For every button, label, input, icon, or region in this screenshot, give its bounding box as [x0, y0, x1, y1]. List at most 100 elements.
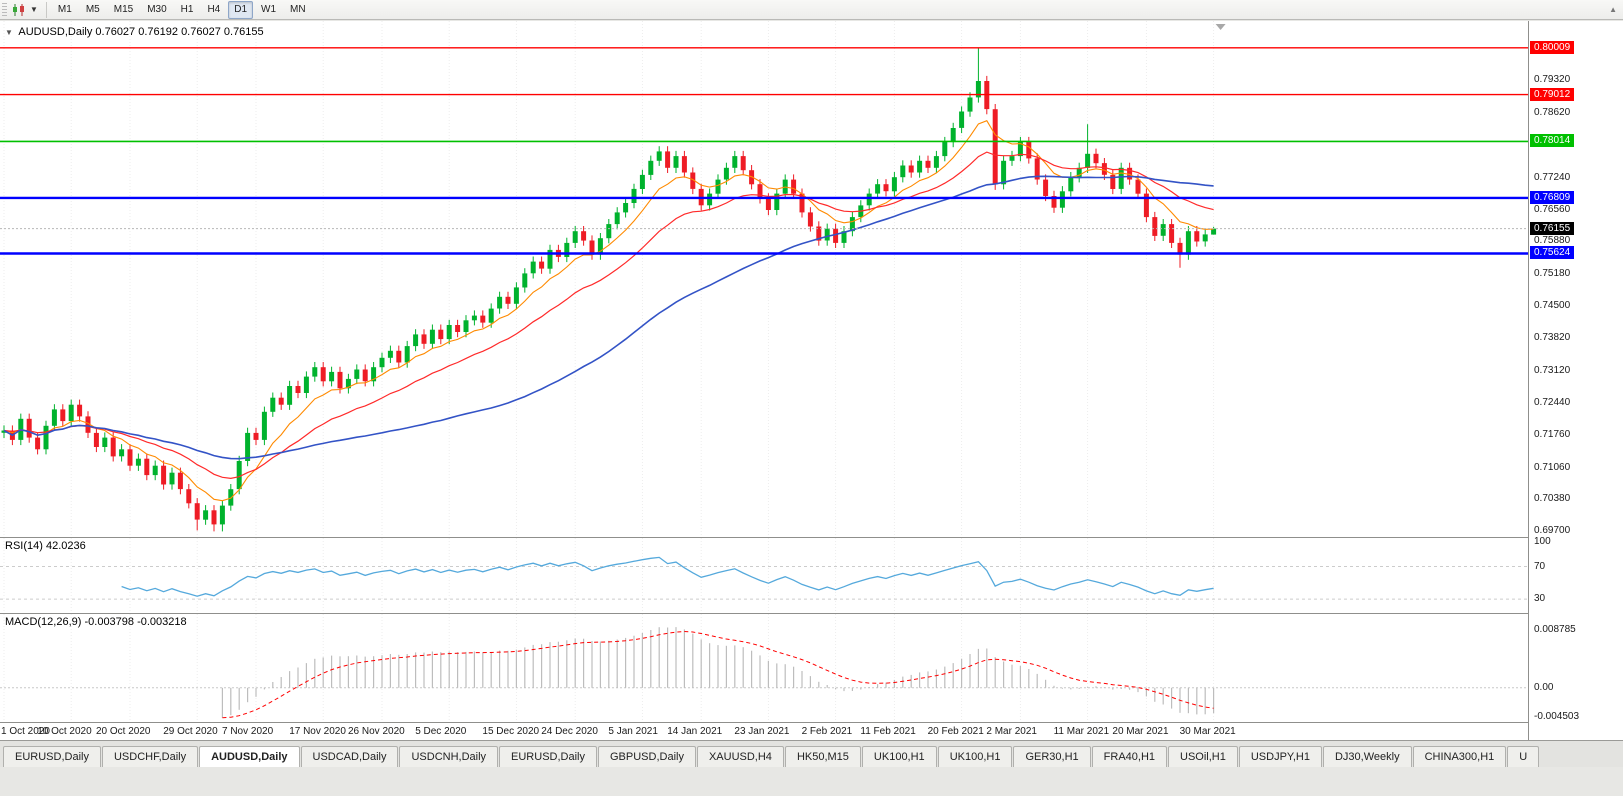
chart-type-caret-icon[interactable]: ▼ — [30, 5, 38, 14]
timeframe-button-m15[interactable]: M15 — [113, 3, 134, 15]
price-tick: 0.79320 — [1534, 74, 1571, 86]
chart-tab-uk100-h1[interactable]: UK100,H1 — [861, 746, 937, 767]
timeframe-button-d1[interactable]: D1 — [228, 0, 254, 19]
rsi-tick: 100 — [1534, 536, 1551, 548]
timeframe-button-h1[interactable]: H1 — [180, 3, 194, 15]
date-label: 11 Mar 2021 — [1053, 726, 1109, 737]
date-label: 23 Jan 2021 — [734, 726, 790, 737]
macd-tick: -0.004503 — [1534, 711, 1580, 723]
toolbar-separator — [45, 1, 47, 18]
macd-signal-value: -0.003218 — [137, 616, 187, 628]
chart-tab-bar: EURUSD,Daily USDCHF,Daily AUDUSD,Daily USDC… — [0, 740, 1623, 767]
chart-tab-eurusd-daily[interactable]: EURUSD,Daily — [499, 746, 597, 767]
hline-price-label: 0.75624 — [1530, 246, 1575, 260]
date-label: 17 Nov 2020 — [289, 726, 346, 737]
ohlc-close: 0.76155 — [223, 26, 264, 38]
chart-symbol-label: AUDUSD,Daily — [18, 26, 93, 38]
timeframe-button-m30[interactable]: M30 — [147, 3, 167, 15]
chart-collapse-icon[interactable]: ▼ — [5, 28, 13, 37]
chart-tab-xauusd-h4[interactable]: XAUUSD,H4 — [696, 746, 784, 767]
chart-tab-usdcad-daily[interactable]: USDCAD,Daily — [300, 746, 399, 767]
timeframe-button-m5[interactable]: M5 — [85, 3, 100, 15]
price-tick: 0.73820 — [1534, 332, 1571, 344]
rsi-tick: 30 — [1534, 593, 1546, 605]
toolbar-overflow-icon[interactable]: ▲ — [1609, 5, 1617, 14]
timeframe-button-m1[interactable]: M1 — [57, 3, 72, 15]
chart-tab-u[interactable]: U — [1507, 746, 1540, 767]
chart-tab-hk50-m15[interactable]: HK50,M15 — [784, 746, 861, 767]
timeframe-toolbar: ▼ M1 M5 M15 M30 H1 H4 D1 W1 MN ▲ — [0, 0, 1623, 20]
chart-tab-usdjpy-h1[interactable]: USDJPY,H1 — [1238, 746, 1322, 767]
chart-title: ▼ AUDUSD,Daily 0.76027 0.76192 0.76027 0… — [5, 26, 264, 38]
timeframe-button-w1[interactable]: W1 — [261, 3, 277, 15]
date-label: 24 Dec 2020 — [541, 726, 598, 737]
price-tick: 0.71760 — [1534, 428, 1571, 440]
date-label: 15 Dec 2020 — [482, 726, 540, 737]
macd-name: MACD(12,26,9) — [5, 616, 82, 628]
price-tick: 0.75880 — [1534, 235, 1571, 247]
rsi-name: RSI(14) — [5, 540, 43, 552]
date-label: 30 Mar 2021 — [1179, 726, 1236, 737]
price-tick: 0.77240 — [1534, 171, 1571, 183]
chart-type-icon[interactable] — [12, 3, 27, 16]
macd-splitter[interactable] — [0, 613, 1623, 614]
hline-price-label: 0.76809 — [1530, 190, 1575, 204]
date-label: 1 Oct 2020 — [1, 726, 50, 737]
chart-tab-fra40-h1[interactable]: FRA40,H1 — [1091, 746, 1168, 767]
rsi-value: 42.0236 — [45, 540, 86, 552]
date-axis[interactable]: 1 Oct 2020 10 Oct 2020 20 Oct 2020 29 Oct 2… — [0, 723, 1528, 740]
price-tick: 0.70380 — [1534, 493, 1571, 505]
macd-tick: 0.00 — [1534, 681, 1554, 693]
macd-label: MACD(12,26,9) -0.003798 -0.003218 — [5, 616, 187, 628]
hline-price-label: 0.80009 — [1530, 40, 1575, 54]
rsi-tick: 70 — [1534, 560, 1546, 572]
chart-tab-usdcnh-daily[interactable]: USDCNH,Daily — [399, 746, 499, 767]
chart-tab-usdchf-daily[interactable]: USDCHF,Daily — [101, 746, 199, 767]
macd-main-value: -0.003798 — [84, 616, 135, 628]
chart-tab-usoil-h1[interactable]: USOil,H1 — [1168, 746, 1238, 767]
chart-tab-eurusd-daily[interactable]: EURUSD,Daily — [3, 746, 101, 767]
chart-tab-dj30-weekly[interactable]: DJ30,Weekly — [1322, 746, 1412, 767]
date-label: 2 Feb 2021 — [801, 726, 853, 737]
chart-tab-gbpusd-daily[interactable]: GBPUSD,Daily — [598, 746, 696, 767]
date-label: 7 Nov 2020 — [222, 726, 274, 737]
date-label: 11 Feb 2021 — [860, 726, 916, 737]
chart-tab-audusd-daily[interactable]: AUDUSD,Daily — [199, 746, 300, 767]
timeframe-button-mn[interactable]: MN — [290, 3, 306, 15]
date-label: 20 Feb 2021 — [927, 726, 984, 737]
date-label: 14 Jan 2021 — [667, 726, 723, 737]
price-tick: 0.78620 — [1534, 106, 1571, 118]
date-label: 2 Mar 2021 — [986, 726, 1037, 737]
date-label: 20 Oct 2020 — [96, 726, 151, 737]
price-tick: 0.69700 — [1534, 525, 1571, 537]
hline-price-label: 0.79012 — [1530, 87, 1575, 101]
date-label: 10 Oct 2020 — [37, 726, 92, 737]
date-label: 20 Mar 2021 — [1112, 726, 1169, 737]
price-axis[interactable]: 0.79320 0.78620 0.77240 0.76560 0.75880 0.751… — [1528, 21, 1623, 740]
rsi-splitter[interactable] — [0, 537, 1623, 538]
price-tick: 0.71060 — [1534, 461, 1571, 473]
price-tick: 0.76560 — [1534, 203, 1571, 215]
chart-tab-ger30-h1[interactable]: GER30,H1 — [1013, 746, 1091, 767]
hline-price-label: 0.78014 — [1530, 134, 1575, 148]
price-tick: 0.74500 — [1534, 300, 1571, 312]
ohlc-low: 0.76027 — [181, 26, 221, 38]
chart-tab-uk100-h1[interactable]: UK100,H1 — [937, 746, 1013, 767]
toolbar-grip[interactable] — [2, 2, 7, 17]
macd-tick: 0.008785 — [1534, 623, 1576, 635]
price-tick: 0.73120 — [1534, 364, 1571, 376]
current-price-label: 0.76155 — [1530, 221, 1575, 235]
chart-tab-china300-h1[interactable]: CHINA300,H1 — [1412, 746, 1507, 767]
date-label: 26 Nov 2020 — [348, 726, 405, 737]
price-tick: 0.72440 — [1534, 396, 1571, 408]
timeframe-button-h4[interactable]: H4 — [207, 3, 221, 15]
rsi-label: RSI(14) 42.0236 — [5, 540, 86, 552]
chart-shift-marker — [1215, 24, 1226, 30]
date-label: 5 Dec 2020 — [415, 726, 467, 737]
date-label: 5 Jan 2021 — [608, 726, 658, 737]
date-axis-splitter — [0, 722, 1623, 723]
ohlc-high: 0.76192 — [138, 26, 178, 38]
ohlc-open: 0.76027 — [95, 26, 136, 38]
date-label: 29 Oct 2020 — [163, 726, 218, 737]
chart-window: ▼ AUDUSD,Daily 0.76027 0.76192 0.76027 0… — [0, 21, 1623, 740]
